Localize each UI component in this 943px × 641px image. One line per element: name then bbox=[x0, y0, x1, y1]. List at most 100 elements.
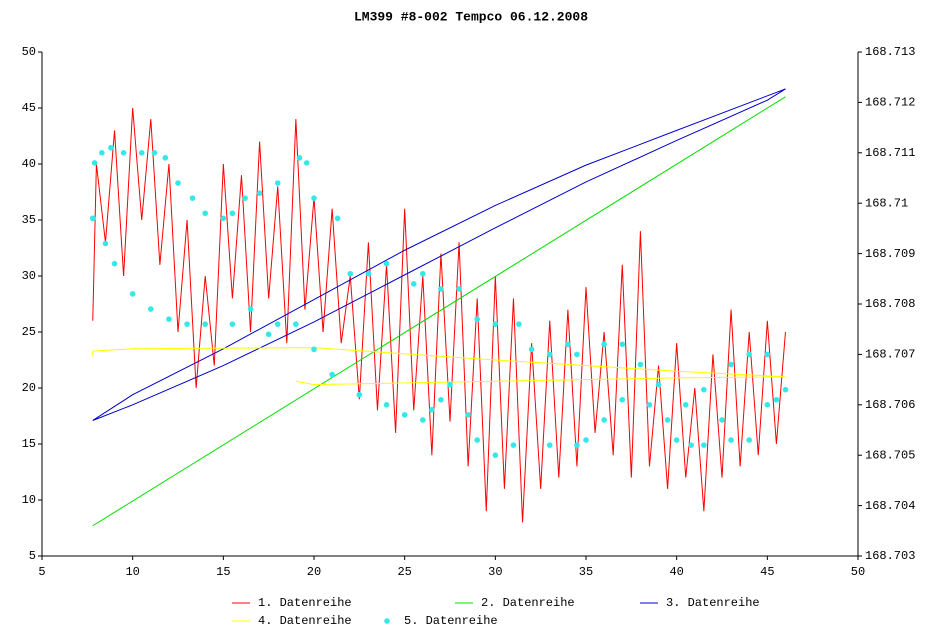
data-dot bbox=[682, 402, 689, 408]
data-dot bbox=[162, 155, 169, 161]
data-dot bbox=[138, 150, 145, 156]
legend-label: 1. Datenreihe bbox=[258, 596, 352, 610]
data-dot bbox=[619, 396, 626, 403]
data-dot bbox=[383, 402, 390, 408]
data-dot bbox=[311, 195, 317, 201]
data-dot bbox=[202, 321, 208, 327]
y2-tick-label: 168.705 bbox=[865, 448, 915, 462]
data-dot bbox=[111, 260, 118, 267]
data-dot bbox=[175, 180, 181, 186]
data-dot bbox=[148, 306, 154, 312]
data-dot bbox=[528, 346, 535, 353]
data-dot bbox=[229, 321, 236, 327]
data-dot bbox=[438, 286, 444, 292]
data-dot bbox=[311, 346, 317, 353]
x-tick-label: 15 bbox=[216, 565, 230, 579]
legend-label: 4. Datenreihe bbox=[258, 614, 352, 628]
y2-tick-label: 168.703 bbox=[865, 549, 915, 563]
data-dot bbox=[574, 351, 580, 358]
y2-tick-label: 168.713 bbox=[865, 45, 915, 59]
data-dot bbox=[99, 150, 105, 156]
data-dot bbox=[189, 195, 196, 201]
data-dot bbox=[664, 417, 671, 423]
y2-tick-label: 168.704 bbox=[865, 499, 915, 513]
data-dot bbox=[574, 442, 580, 448]
data-dot bbox=[456, 286, 462, 292]
data-dot bbox=[129, 291, 136, 297]
y-tick-label: 15 bbox=[22, 437, 36, 451]
data-dot bbox=[510, 442, 517, 448]
data-dot bbox=[242, 195, 248, 201]
legend-label: 2. Datenreihe bbox=[481, 596, 575, 610]
data-dot bbox=[474, 437, 481, 443]
data-dot bbox=[151, 150, 158, 156]
data-dot bbox=[229, 210, 236, 217]
data-dot bbox=[619, 341, 626, 348]
data-dot bbox=[637, 361, 644, 368]
data-dot bbox=[688, 442, 694, 448]
data-dot bbox=[655, 381, 662, 388]
data-line bbox=[92, 107, 786, 523]
x-tick-label: 25 bbox=[397, 565, 411, 579]
legend-label: 3. Datenreihe bbox=[666, 596, 760, 610]
y2-tick-label: 168.706 bbox=[865, 398, 915, 412]
data-dot bbox=[701, 442, 707, 448]
data-dot bbox=[247, 306, 254, 312]
y-tick-label: 25 bbox=[22, 325, 36, 339]
data-dot bbox=[265, 331, 272, 338]
y-tick-label: 35 bbox=[22, 213, 36, 227]
x-tick-label: 35 bbox=[579, 565, 593, 579]
data-dot bbox=[184, 321, 190, 327]
data-dot bbox=[546, 442, 553, 448]
data-dot bbox=[773, 396, 780, 403]
data-dot bbox=[565, 341, 571, 348]
data-dot bbox=[334, 215, 341, 222]
data-line bbox=[92, 347, 786, 386]
data-dot bbox=[583, 437, 589, 443]
data-dot bbox=[764, 402, 771, 408]
y2-tick-label: 168.71 bbox=[865, 196, 908, 210]
y-tick-label: 5 bbox=[29, 549, 36, 563]
chart-title: LM399 #8-002 Tempco 06.12.2008 bbox=[354, 9, 588, 24]
y2-tick-label: 168.707 bbox=[865, 348, 915, 362]
y2-tick-label: 168.709 bbox=[865, 247, 915, 261]
data-line bbox=[92, 96, 786, 527]
y-tick-label: 30 bbox=[22, 269, 36, 283]
data-dot bbox=[120, 150, 127, 156]
data-dot bbox=[293, 321, 299, 327]
data-dot bbox=[356, 391, 363, 398]
data-dot bbox=[401, 412, 408, 418]
data-dot bbox=[492, 452, 499, 459]
data-dot bbox=[220, 215, 227, 222]
data-dot bbox=[383, 260, 390, 267]
data-dot bbox=[410, 281, 417, 287]
y-tick-label: 50 bbox=[22, 45, 36, 59]
data-dot bbox=[673, 437, 680, 443]
y-tick-label: 45 bbox=[22, 101, 36, 115]
x-tick-label: 5 bbox=[38, 565, 45, 579]
data-dot bbox=[274, 180, 281, 186]
data-dot bbox=[166, 316, 172, 322]
data-dot bbox=[329, 371, 335, 378]
data-dot bbox=[256, 190, 263, 196]
x-tick-label: 50 bbox=[851, 565, 865, 579]
data-dot bbox=[646, 402, 653, 408]
data-dot bbox=[719, 417, 725, 423]
legend-marker bbox=[384, 618, 390, 624]
data-dot bbox=[89, 215, 96, 222]
data-dot bbox=[474, 316, 481, 322]
y-tick-label: 20 bbox=[22, 381, 36, 395]
data-dot bbox=[728, 437, 734, 443]
data-dot bbox=[91, 160, 98, 166]
data-dot bbox=[601, 341, 607, 348]
y-tick-label: 10 bbox=[22, 493, 36, 507]
data-dot bbox=[102, 240, 109, 247]
data-dot bbox=[601, 417, 607, 423]
data-dot bbox=[447, 381, 453, 388]
data-dot bbox=[108, 144, 114, 151]
data-dot bbox=[492, 321, 499, 327]
data-dot bbox=[764, 351, 771, 358]
data-dot bbox=[420, 417, 426, 423]
y-tick-label: 40 bbox=[22, 157, 36, 171]
